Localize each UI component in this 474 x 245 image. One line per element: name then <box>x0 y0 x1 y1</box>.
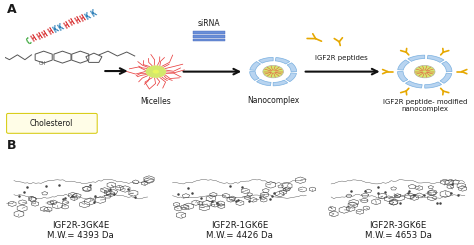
FancyBboxPatch shape <box>7 113 97 133</box>
Text: Nanocomplex: Nanocomplex <box>247 96 299 105</box>
Polygon shape <box>275 58 290 64</box>
Text: M.W.= 4653 Da: M.W.= 4653 Da <box>365 231 431 240</box>
Text: IGF2R-3GK6E: IGF2R-3GK6E <box>369 221 427 230</box>
Text: K: K <box>84 11 93 21</box>
Bar <box>193 35 225 37</box>
Text: B: B <box>7 139 17 152</box>
Polygon shape <box>398 72 408 82</box>
Polygon shape <box>287 63 297 72</box>
Circle shape <box>146 65 166 78</box>
Text: H: H <box>79 13 88 24</box>
Polygon shape <box>250 61 261 70</box>
Polygon shape <box>273 80 288 86</box>
Text: IGF2R-1GK6E: IGF2R-1GK6E <box>210 221 268 230</box>
Polygon shape <box>398 60 410 70</box>
Text: H: H <box>73 16 82 26</box>
Polygon shape <box>286 73 296 82</box>
Text: M.W.= 4393 Da: M.W.= 4393 Da <box>47 231 114 240</box>
Polygon shape <box>256 79 271 86</box>
Text: M.W.= 4426 Da: M.W.= 4426 Da <box>206 231 273 240</box>
Polygon shape <box>425 82 442 88</box>
Text: K: K <box>57 23 66 33</box>
Text: Cholesterol: Cholesterol <box>30 119 73 128</box>
Text: OH: OH <box>38 61 46 65</box>
Bar <box>193 31 225 34</box>
Text: H: H <box>68 18 77 28</box>
Polygon shape <box>259 57 273 63</box>
Text: IGF2R peptides: IGF2R peptides <box>315 55 368 61</box>
Circle shape <box>153 70 159 74</box>
Polygon shape <box>405 81 422 88</box>
Circle shape <box>414 65 435 78</box>
Text: A: A <box>7 3 17 16</box>
Text: H: H <box>30 34 39 44</box>
Bar <box>193 39 225 41</box>
Text: IGF2R peptide- modified
nanocomplex: IGF2R peptide- modified nanocomplex <box>383 99 467 112</box>
Text: K: K <box>90 9 98 19</box>
Text: H: H <box>46 27 55 37</box>
Text: H: H <box>63 20 71 30</box>
Text: C: C <box>25 36 34 46</box>
Circle shape <box>263 65 283 78</box>
Text: IGF2R-3GK4E: IGF2R-3GK4E <box>52 221 109 230</box>
Text: Micelles: Micelles <box>140 97 171 106</box>
Text: H: H <box>36 32 45 42</box>
Text: siRNA: siRNA <box>198 19 221 28</box>
Text: H: H <box>41 29 50 39</box>
Polygon shape <box>427 55 444 62</box>
Polygon shape <box>442 61 452 72</box>
Polygon shape <box>440 73 452 83</box>
Text: K: K <box>52 25 61 35</box>
Polygon shape <box>250 72 259 80</box>
Polygon shape <box>408 55 425 61</box>
